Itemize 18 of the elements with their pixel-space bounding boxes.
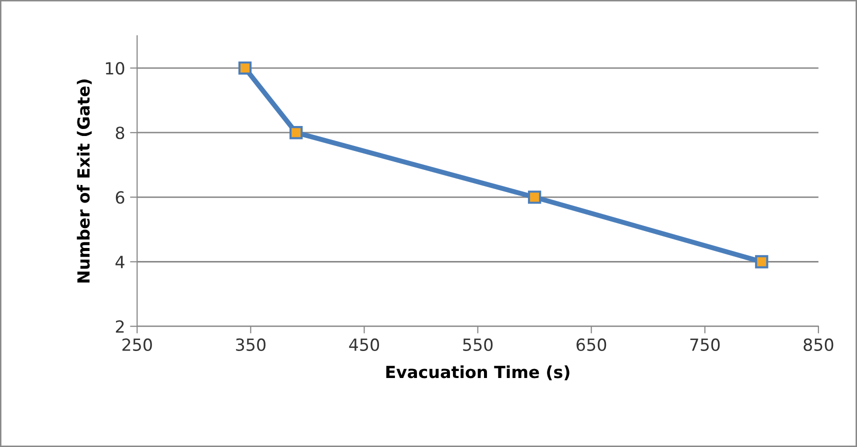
x-tick-label: 250 (122, 338, 152, 352)
x-tick-label: 750 (690, 338, 720, 352)
point (289, 126, 303, 140)
y-tick-label: 10 (106, 62, 124, 75)
point (755, 255, 768, 268)
x-axis-title: Evacuation Time (s) (386, 365, 570, 380)
y-tick-label: 2 (116, 320, 124, 333)
x-tick-label: 350 (236, 338, 266, 352)
y-tick-label: 6 (116, 191, 124, 204)
y-axis-title: Number of Exit (Gate) (76, 79, 92, 282)
point (238, 61, 252, 75)
x-tick-label: 650 (576, 338, 606, 352)
y-tick-label: 8 (116, 126, 124, 140)
x-tick-label: 850 (804, 338, 834, 352)
x-tick-label: 450 (349, 338, 380, 352)
point (528, 190, 542, 204)
y-tick-label: 4 (116, 256, 124, 268)
x-tick-label: 550 (463, 338, 493, 352)
